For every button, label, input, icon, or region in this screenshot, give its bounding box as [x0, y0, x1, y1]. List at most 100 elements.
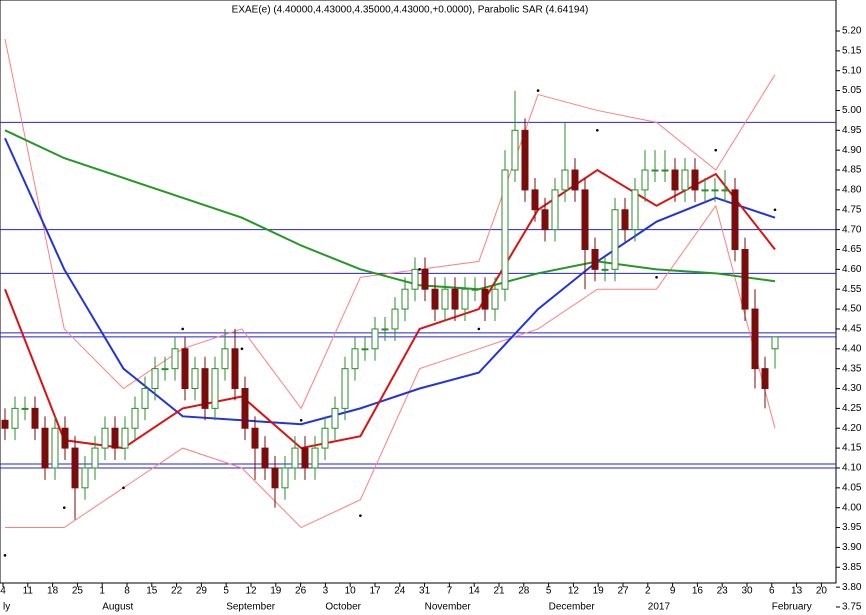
candle-body: [151, 368, 159, 390]
sar-dot: [240, 347, 244, 351]
x-tick-label: 31: [419, 586, 431, 597]
candle-body: [51, 427, 59, 469]
y-tick-label: 4.95: [842, 125, 862, 136]
y-tick-label: 5.00: [842, 105, 862, 116]
candle-body: [191, 368, 199, 390]
sar-dot: [359, 514, 362, 517]
sar-dot: [62, 506, 66, 509]
y-tick-label: 3.90: [842, 542, 862, 553]
indicator-line: [4, 129, 776, 291]
candle-body: [551, 189, 559, 231]
candle-body: [41, 427, 49, 469]
y-tick-label: 4.10: [842, 463, 862, 474]
x-tick-label: 3: [323, 586, 329, 597]
x-tick-label: 18: [47, 586, 59, 597]
candle-body: [261, 447, 269, 469]
candle-body: [411, 268, 419, 290]
x-tick-label: 30: [741, 586, 753, 597]
y-tick-label: 4.40: [842, 343, 862, 354]
candle-body: [281, 467, 289, 489]
y-tick-label: 3.95: [842, 522, 862, 533]
candle-body: [651, 169, 659, 172]
candle-body: [571, 169, 579, 191]
candle-body: [741, 248, 749, 310]
y-tick-label: 4.55: [842, 284, 862, 295]
month-label: August: [102, 602, 133, 613]
x-tick-label: 23: [717, 586, 729, 597]
y-tick-label: 3.85: [842, 562, 862, 573]
candle-body: [241, 388, 249, 429]
candle-body: [751, 308, 759, 370]
candle-body: [451, 288, 459, 310]
candle-body: [181, 348, 189, 390]
x-tick-label: 16: [692, 586, 704, 597]
candle-body: [31, 407, 39, 429]
y-tick-label: 4.65: [842, 244, 862, 255]
candle-body: [431, 288, 439, 310]
candle-body: [71, 447, 79, 489]
candle-body: [671, 169, 679, 191]
sar-dot: [477, 327, 481, 331]
candle-body: [761, 368, 769, 390]
x-tick-label: 11: [23, 586, 34, 597]
x-tick-label: 1: [99, 586, 105, 597]
candle-body: [491, 288, 499, 310]
indicator-line: [4, 168, 776, 450]
x-tick-label: 27: [617, 586, 629, 597]
month-label: December: [549, 602, 596, 613]
indicator-line: [4, 137, 776, 426]
sar-dot: [773, 208, 777, 212]
y-tick-label: 3.75: [842, 602, 862, 613]
candle-body: [511, 129, 519, 171]
x-tick-label: 5: [546, 586, 552, 597]
candle-body: [641, 169, 649, 191]
candle-body: [61, 427, 69, 449]
x-tick-label: 12: [245, 586, 257, 597]
candle-body: [111, 427, 119, 449]
candle-body: [161, 368, 169, 371]
candle-body: [681, 169, 689, 191]
y-tick-label: 4.25: [842, 403, 862, 414]
chart-title: EXAE(e) (4.40000,4.43000,4.35000,4.43000…: [232, 5, 589, 16]
x-tick-label: 17: [369, 586, 381, 597]
x-tick-label: 22: [171, 586, 183, 597]
sar-dot: [122, 486, 125, 490]
y-tick-label: 4.60: [842, 264, 862, 275]
y-tick-label: 4.75: [842, 204, 862, 215]
sar-dot: [181, 327, 184, 331]
candle-body: [481, 288, 489, 310]
candle-body: [541, 209, 549, 231]
sar-dot: [418, 268, 421, 271]
month-label: October: [325, 602, 361, 613]
x-tick-label: 10: [345, 586, 357, 597]
y-tick-label: 5.20: [842, 26, 862, 37]
candle-body: [391, 308, 399, 330]
candle-body: [731, 189, 739, 250]
candle-body: [441, 288, 449, 310]
y-tick-label: 4.00: [842, 502, 862, 513]
candle-body: [171, 348, 179, 370]
candle-body: [11, 407, 19, 429]
y-tick-label: 4.90: [842, 145, 862, 156]
sar-dot: [655, 275, 658, 279]
y-tick-label: 5.10: [842, 65, 862, 76]
month-label: September: [226, 602, 276, 613]
y-tick-label: 5.15: [842, 46, 862, 57]
candle-body: [721, 189, 729, 192]
candle-body: [91, 447, 99, 469]
x-tick-label: 15: [146, 586, 158, 597]
y-tick-label: 4.80: [842, 185, 862, 196]
x-tick-label: 5: [223, 586, 229, 597]
candle-body: [231, 348, 239, 390]
sar-dot: [299, 418, 303, 422]
y-tick-label: 4.85: [842, 165, 862, 176]
y-tick-label: 3.80: [842, 582, 862, 593]
candle-body: [601, 268, 609, 271]
indicator-line: [5, 204, 776, 529]
candle-body: [211, 368, 219, 409]
x-tick-label: 2: [645, 586, 651, 597]
candle-body: [291, 447, 299, 469]
x-tick-label: 29: [196, 586, 208, 597]
candle-body: [121, 427, 129, 449]
